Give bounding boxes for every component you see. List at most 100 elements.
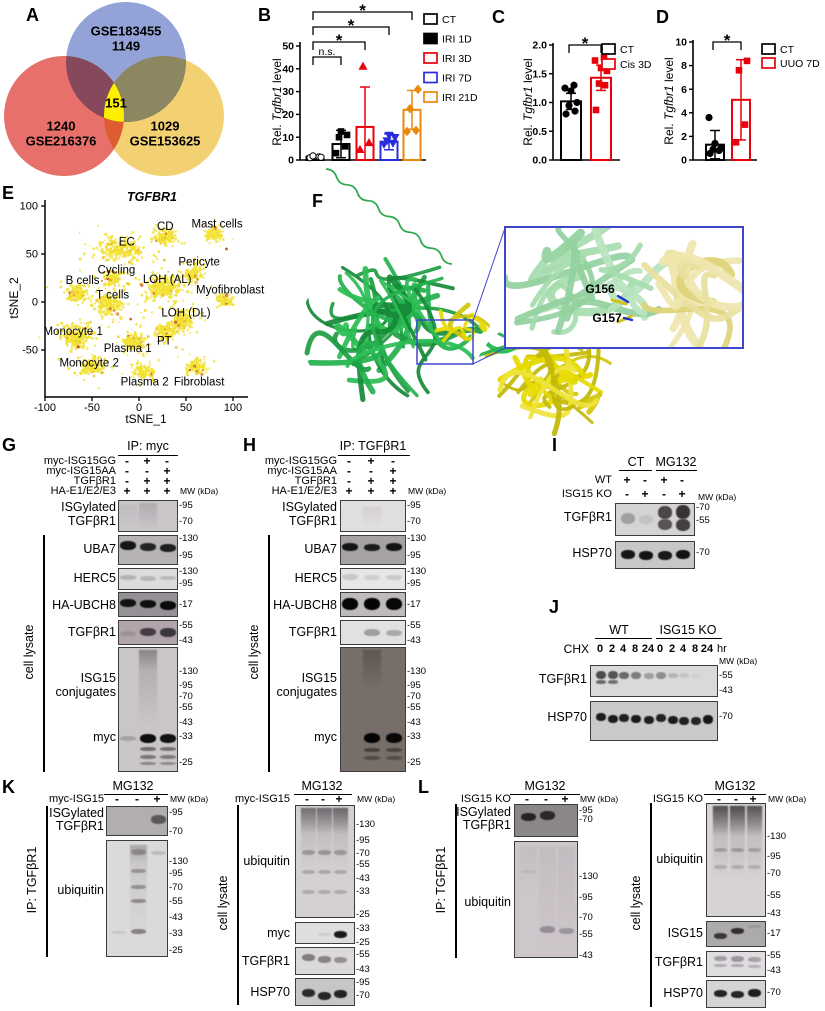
band [364,629,380,636]
wb-target-label: ISG15 [80,670,116,685]
lane-symbol: + [143,484,151,498]
legend-label: IRI 1D [442,34,472,46]
venn-diagram [4,2,224,176]
lane-symbol: + [561,792,569,806]
wb-target-label: ISGylated [456,804,511,819]
sig-bracket [312,41,366,50]
wb-H-blot-0 [340,500,406,532]
wb-G-blot-5 [118,647,178,772]
mw-marker: -55 [179,702,193,714]
wb-H-blot-1 [340,535,406,565]
timepoint: 2 [668,642,676,655]
band [644,716,654,724]
band [160,544,176,552]
band [386,748,402,752]
mw-units-label: MW (kDa) [719,655,758,666]
band [676,505,690,519]
mw-marker: -130 [407,666,427,678]
band [301,850,315,855]
mw-marker: -33 [356,923,370,935]
wb-condition-label: TGFβR1 [73,474,116,487]
mw-marker: -43 [579,950,593,962]
wb-H-blot-4 [340,620,406,645]
band [558,928,574,934]
band [691,717,701,725]
svg-text:0: 0 [288,155,294,167]
tsne-cluster-label: Pericyte [178,257,220,269]
sig-bracket [568,44,602,53]
band [364,733,380,743]
mw-marker: -25 [169,945,183,957]
lane-symbol: - [662,487,666,501]
wb-target-label: TGFβR1 [288,513,337,528]
band [596,680,606,684]
wb-target-label: ubiquitin [57,882,104,897]
mw-marker: -43 [356,964,370,976]
lane-symbol: + [345,484,353,498]
band [679,673,689,678]
lane-symbol: - [125,454,129,468]
smear [712,806,728,836]
band [140,576,156,581]
mw-marker: -95 [179,500,193,512]
mw-marker: -130 [179,666,199,678]
tsne-cluster-label: CD [157,221,174,233]
mw-marker: -55 [169,896,183,908]
wb-target-label: HSP70 [547,709,587,724]
wb-target-label: HA-UBCH8 [52,597,116,612]
band [120,736,136,741]
band [160,755,176,759]
smear [363,650,381,690]
smear [316,808,332,834]
mw-marker: -17 [407,599,421,611]
wb-target-label: HSP70 [572,545,612,560]
wb-target-label: myc [267,925,290,940]
tsne-xlabel: tSNE_1 [125,412,167,426]
band [621,513,635,524]
lane-symbol: - [717,792,721,806]
wb-condition-label: myc-ISG15 [234,792,290,805]
lane-symbol: + [660,473,668,487]
svg-text:4: 4 [681,107,687,119]
lane-symbol: + [749,792,757,806]
band [160,601,176,610]
band [301,989,315,997]
tsne-cluster-label: EC [119,237,135,249]
band [301,890,315,894]
wb-condition-label: myc-ISG15AA [46,464,116,477]
wb-target-label: TGFβR1 [538,671,587,686]
wb-target-label: TGFβR1 [55,818,104,833]
lane-symbol: - [321,792,325,806]
rule-line [704,794,766,796]
band [333,957,347,963]
lane-symbol: - [125,464,129,478]
wb-target-label: TGFβR1 [654,954,703,969]
mw-marker: -95 [356,835,370,847]
wb-target-label: conjugates [55,684,116,699]
lane-symbol: + [163,474,171,488]
mw-marker: -70 [407,516,421,528]
wb-L_ip-blot-0 [514,804,578,837]
wb-target-label: ISGylated [282,499,337,514]
legend-swatch [423,13,438,25]
svg-text:0.0: 0.0 [532,155,547,167]
band [676,519,690,531]
rule-line [595,638,652,640]
svg-text:0: 0 [136,402,142,414]
venn-left-gse: GSE216376 [25,133,97,149]
wb-L_lys-blot-1 [706,921,766,947]
mw-marker: -55 [179,620,193,632]
svg-text:100: 100 [224,402,242,414]
timepoint: 4 [619,642,627,655]
chart-C-points [561,54,611,118]
wb-G-blot-1 [118,535,178,565]
panel-letter-g: G [2,435,17,455]
wb-J-blot-1 [590,701,718,741]
band [386,543,402,551]
sig-label: * [582,34,589,53]
residue-label-g157: G157 [592,311,622,325]
rule-line [656,638,722,640]
side-bracket-line [46,806,48,957]
mw-units-label: MW (kDa) [357,793,396,804]
